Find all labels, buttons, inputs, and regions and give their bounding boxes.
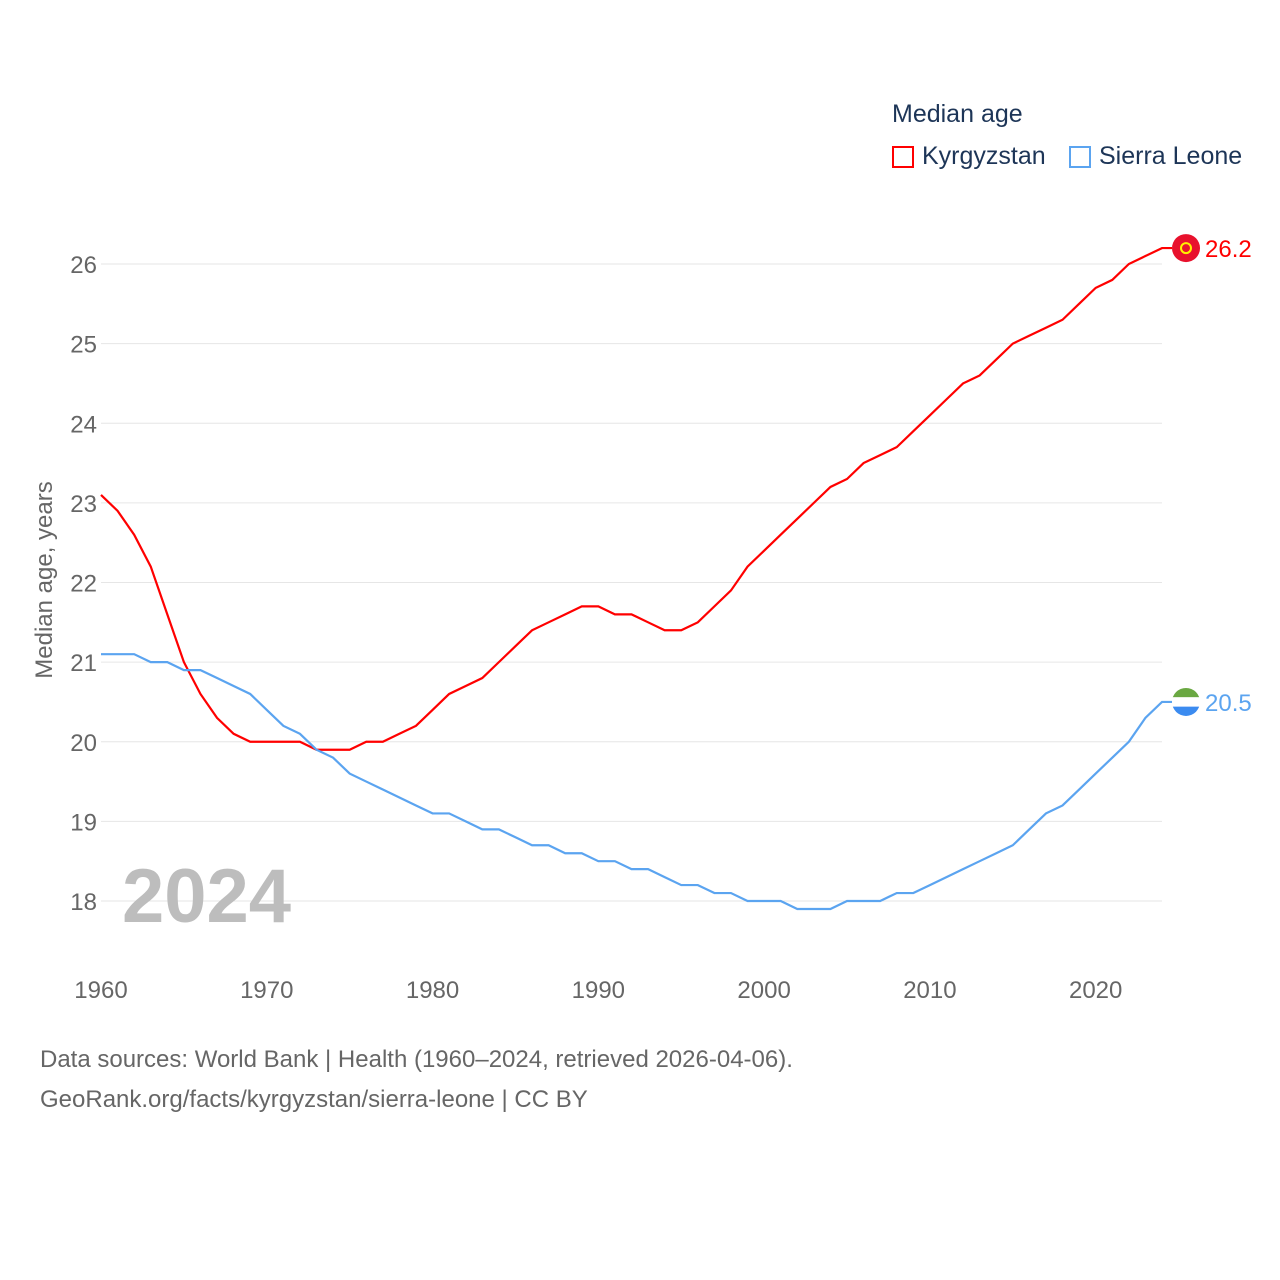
y-tick-label: 22	[70, 571, 97, 598]
x-tick-label: 1990	[572, 977, 625, 1004]
kyrgyzstan-flag-icon	[1172, 234, 1200, 263]
year-label: 2024	[122, 854, 291, 939]
y-axis-label: Median age, years	[31, 481, 58, 678]
y-tick-label: 18	[70, 889, 97, 916]
legend-label: Sierra Leone	[1099, 142, 1243, 170]
legend-title: Median age	[892, 100, 1023, 128]
y-tick-label: 25	[70, 332, 97, 359]
legend-label: Kyrgyzstan	[922, 142, 1046, 170]
source-text: Data sources: World Bank | Health (1960–…	[40, 1046, 793, 1073]
legend-item-kyrgyzstan[interactable]: Kyrgyzstan	[892, 142, 1046, 171]
y-tick-label: 21	[70, 650, 97, 677]
y-tick-label: 19	[70, 809, 97, 836]
y-tick-label: 23	[70, 491, 97, 518]
legend-item-sierra-leone[interactable]: Sierra Leone	[1069, 142, 1242, 171]
y-tick-label: 24	[70, 411, 97, 438]
series-line-sierra-leone	[101, 653, 1172, 911]
x-tick-label: 1970	[240, 977, 293, 1004]
end-value-label: 20.5	[1205, 690, 1252, 717]
x-tick-label: 1960	[74, 977, 127, 1004]
x-tick-label: 2010	[903, 977, 956, 1004]
x-tick-label: 1980	[406, 977, 459, 1004]
x-tick-label: 2000	[737, 977, 790, 1004]
end-value-label: 26.2	[1205, 236, 1252, 263]
source-link[interactable]: GeoRank.org/facts/kyrgyzstan/sierra-leon…	[40, 1086, 588, 1113]
series-line-kyrgyzstan	[100, 246, 1172, 751]
y-tick-label: 26	[70, 252, 97, 279]
flag-sun-icon	[1180, 242, 1192, 255]
sierra-leone-flag-icon	[1172, 687, 1200, 716]
x-tick-label: 2020	[1069, 977, 1122, 1004]
legend-swatch	[1069, 145, 1091, 168]
legend-swatch	[892, 145, 914, 168]
y-tick-label: 20	[70, 730, 97, 757]
